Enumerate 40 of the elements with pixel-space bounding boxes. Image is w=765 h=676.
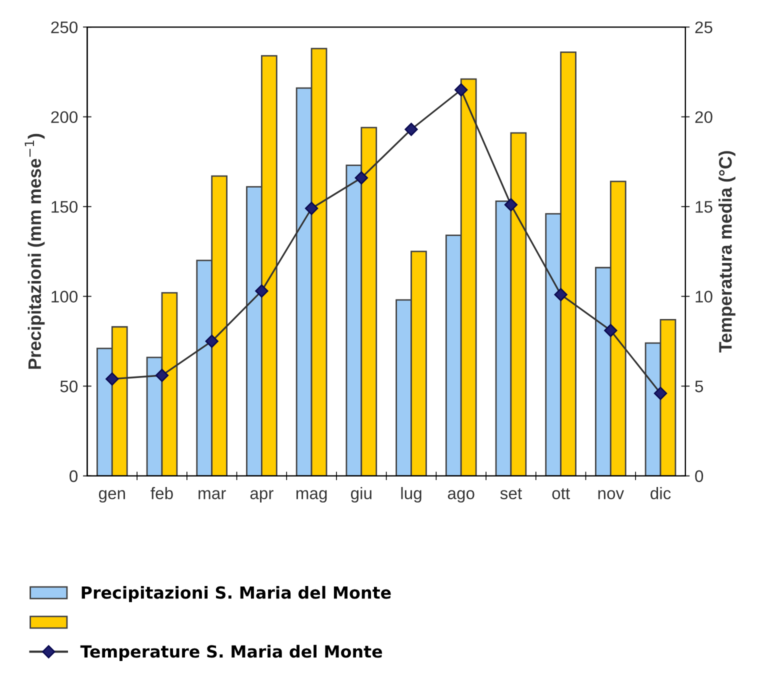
y-axis-title: Precipitazioni (mm mese$^{−1}$) xyxy=(24,134,45,369)
point xyxy=(304,202,318,215)
point xyxy=(205,334,218,348)
point xyxy=(454,83,468,96)
y-tick-label: 50 xyxy=(60,380,78,392)
y2-tick-label: 20 xyxy=(695,111,712,124)
x-tick-label: mag xyxy=(296,490,327,503)
x-tick-label: gen xyxy=(98,490,125,503)
point xyxy=(255,284,268,298)
point xyxy=(404,122,418,136)
x-tick-label: feb xyxy=(150,487,173,500)
y2-tick-label: 25 xyxy=(695,21,712,34)
x-tick-label: giu xyxy=(350,487,372,503)
y-tick-label: 200 xyxy=(51,111,78,124)
point xyxy=(354,171,368,184)
point xyxy=(654,386,668,400)
y-tick-label: 250 xyxy=(51,21,78,34)
x-tick-label: lug xyxy=(401,487,422,503)
x-tick-label: set xyxy=(500,488,522,500)
x-tick-label: mar xyxy=(198,490,226,500)
point xyxy=(155,368,169,382)
legend-label: Temperature S. Maria del Monte xyxy=(80,644,382,661)
point xyxy=(504,198,518,212)
legend-label: Precipitazioni S. Maria del Monte xyxy=(82,586,391,602)
y2-tick-label: 5 xyxy=(695,380,704,392)
y-tick-label: 150 xyxy=(52,200,78,213)
y2-tick-label: 10 xyxy=(696,290,712,303)
y2-axis-title: Temperatura media (°C) xyxy=(718,151,736,353)
y2-tick-label: 0 xyxy=(695,470,704,482)
y-tick-label: 0 xyxy=(70,470,78,482)
point xyxy=(604,324,618,338)
x-tick-label: dic xyxy=(650,487,671,500)
y2-tick-label: 15 xyxy=(696,201,712,213)
y-tick-label: 100 xyxy=(52,290,78,303)
x-tick-label: nov xyxy=(598,490,624,500)
point xyxy=(554,288,568,302)
x-tick-label: ott xyxy=(552,488,570,500)
x-tick-label: apr xyxy=(250,490,274,503)
point xyxy=(106,372,119,386)
x-tick-label: ago xyxy=(448,490,474,503)
